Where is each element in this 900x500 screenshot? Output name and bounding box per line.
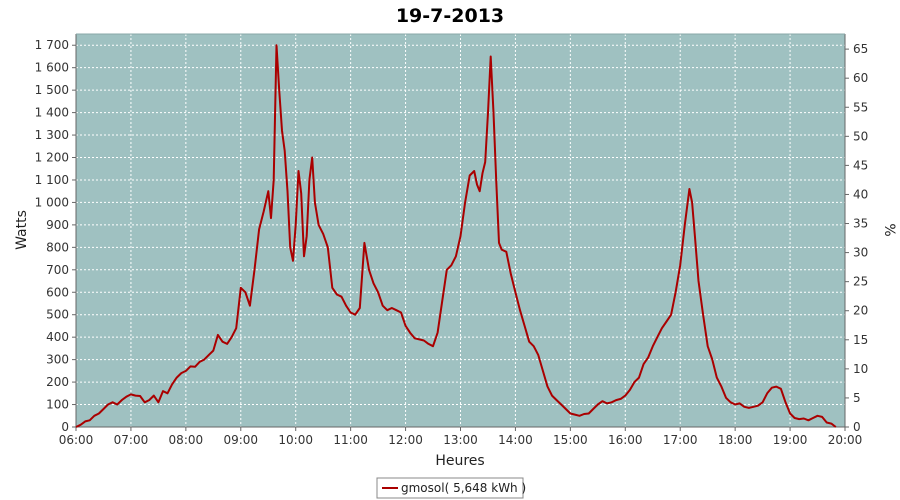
series-line-gmosol xyxy=(75,44,837,428)
y2-tick-label: 65 xyxy=(853,42,868,56)
y-tick-label: 600 xyxy=(46,285,69,299)
y2-tick-label: 55 xyxy=(853,100,868,114)
y2-tick-label: 50 xyxy=(853,129,868,143)
y-tick-label: 1 700 xyxy=(35,38,69,52)
y-axis-title: Watts xyxy=(14,210,30,250)
y-tick-label: 800 xyxy=(46,240,69,254)
y2-tick-label: 5 xyxy=(853,391,861,405)
x-tick-label: 07:00 xyxy=(114,433,149,447)
y2-tick-label: 45 xyxy=(853,158,868,172)
x-tick-label: 17:00 xyxy=(663,433,698,447)
series-layer xyxy=(75,44,837,428)
x-tick-label: 12:00 xyxy=(388,433,423,447)
y-tick-label: 1 000 xyxy=(35,195,69,209)
y2-tick-label: 60 xyxy=(853,71,868,85)
y-tick-label: 1 500 xyxy=(35,83,69,97)
y2-tick-label: 15 xyxy=(853,333,868,347)
legend: gmosol( 5,648 kWh ) xyxy=(376,477,526,499)
y2-tick-label: 35 xyxy=(853,217,868,231)
legend-box xyxy=(376,477,524,499)
y-tick-label: 500 xyxy=(46,308,69,322)
y2-axis-title: % xyxy=(881,223,897,236)
legend-label: gmosol( 5,648 kWh ) xyxy=(401,481,526,495)
y-axis-ticks: 0 100 200 300 400 500 600 700 800 900 1 000 1 100 1 … xyxy=(35,38,76,434)
x-tick-label: 11:00 xyxy=(333,433,368,447)
x-tick-label: 18:00 xyxy=(718,433,753,447)
y2-tick-label: 25 xyxy=(853,275,868,289)
x-tick-label: 16:00 xyxy=(608,433,643,447)
x-tick-label: 09:00 xyxy=(223,433,258,447)
y-tick-label: 1 300 xyxy=(35,128,69,142)
y-tick-label: 900 xyxy=(46,218,69,232)
x-tick-label: 20:00 xyxy=(828,433,863,447)
y-tick-label: 1 600 xyxy=(35,61,69,75)
y-tick-label: 400 xyxy=(46,330,69,344)
y-tick-label: 1 200 xyxy=(35,151,69,165)
y-tick-label: 200 xyxy=(46,375,69,389)
x-tick-label: 19:00 xyxy=(773,433,808,447)
y2-tick-label: 20 xyxy=(853,304,868,318)
chart-title: 19-7-2013 xyxy=(396,5,504,27)
y-tick-label: 1 400 xyxy=(35,106,69,120)
x-tick-label: 10:00 xyxy=(278,433,313,447)
y-tick-label: 1 100 xyxy=(35,173,69,187)
y2-axis-ticks: 0 5 10 15 20 25 30 35 40 45 50 55 60 65 xyxy=(845,42,868,434)
x-axis-ticks: 06:00 07:00 08:00 09:00 10:00 11:00 12:00 13:00… xyxy=(59,427,863,447)
y2-tick-label: 10 xyxy=(853,362,868,376)
x-tick-label: 08:00 xyxy=(169,433,204,447)
y2-tick-label: 30 xyxy=(853,246,868,260)
y2-tick-label: 40 xyxy=(853,187,868,201)
x-tick-label: 13:00 xyxy=(443,433,478,447)
x-tick-label: 14:00 xyxy=(498,433,533,447)
x-tick-label: 15:00 xyxy=(553,433,588,447)
y-tick-label: 700 xyxy=(46,263,69,277)
y2-tick-label: 0 xyxy=(853,420,861,434)
x-axis-title: Heures xyxy=(435,453,484,469)
y-tick-label: 0 xyxy=(61,420,69,434)
x-tick-label: 06:00 xyxy=(59,433,94,447)
y-tick-label: 300 xyxy=(46,353,69,367)
y-tick-label: 100 xyxy=(46,398,69,412)
